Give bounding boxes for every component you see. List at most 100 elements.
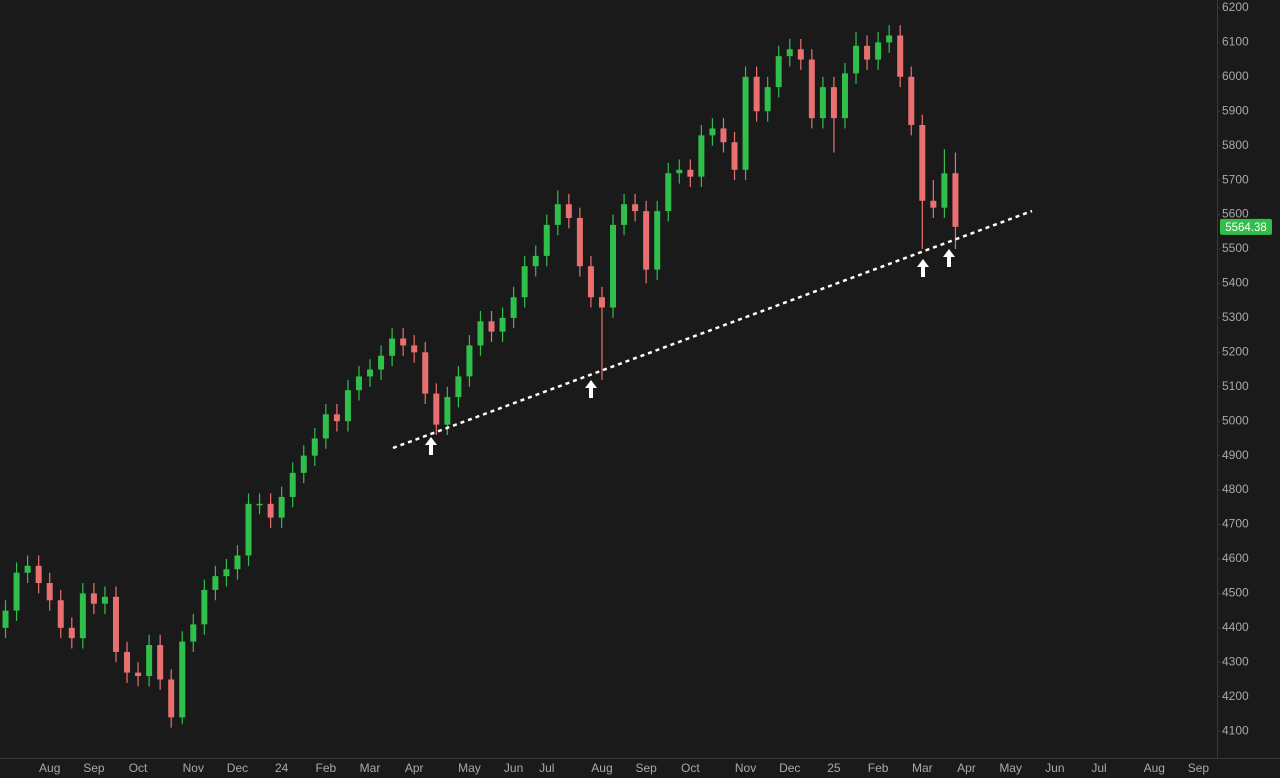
y-tick-label: 5200 [1222, 344, 1249, 358]
candle-body [389, 338, 396, 356]
arrows [425, 249, 955, 455]
candle-body [897, 35, 904, 77]
candle-body [378, 355, 385, 370]
candle-body [46, 583, 53, 601]
candle-body [709, 128, 716, 136]
candle-body [278, 496, 285, 518]
candle-body [212, 576, 219, 590]
candle-body [632, 204, 639, 212]
arrow [585, 380, 597, 398]
candle-body [411, 345, 418, 353]
candle-body [643, 211, 650, 270]
candle-body [941, 173, 948, 208]
candle-body [576, 217, 583, 267]
candle-body [731, 142, 738, 170]
y-tick-label: 6000 [1222, 69, 1249, 83]
candle-body [565, 204, 572, 218]
candle-body [223, 569, 230, 577]
candle-body [908, 76, 915, 126]
arrow [943, 249, 955, 267]
candle-body [753, 76, 760, 112]
y-tick-label: 4300 [1222, 654, 1249, 668]
x-tick-label: Jun [504, 761, 523, 775]
candle-body [654, 211, 661, 270]
candle-body [952, 173, 959, 227]
x-tick-label: Apr [405, 761, 424, 775]
candle-body [720, 128, 727, 143]
candles [2, 25, 959, 728]
candle-body [79, 593, 86, 639]
candle-body [311, 438, 318, 456]
arrow [425, 437, 437, 455]
y-tick-label: 6100 [1222, 35, 1249, 49]
x-tick-label: Dec [227, 761, 248, 775]
candle-body [168, 679, 175, 718]
y-tick-label: 4400 [1222, 620, 1249, 634]
candle-body [2, 610, 9, 628]
candle-body [267, 503, 274, 518]
candle-body [687, 169, 694, 177]
candle-body [742, 76, 749, 170]
candle-body [245, 503, 252, 556]
price-label: 5564.38 [1225, 222, 1267, 234]
candle-body [444, 397, 451, 425]
candle-body [621, 204, 628, 225]
y-tick-label: 5300 [1222, 310, 1249, 324]
candle-body [554, 204, 561, 225]
candle-body [289, 472, 296, 497]
candle-body [101, 596, 108, 604]
candle-body [157, 645, 164, 680]
x-tick-label: Oct [129, 761, 148, 775]
y-tick-label: 4700 [1222, 517, 1249, 531]
y-tick-label: 4200 [1222, 689, 1249, 703]
y-tick-label: 4100 [1222, 723, 1249, 737]
candle-body [841, 73, 848, 119]
x-tick-label: Sep [83, 761, 105, 775]
x-tick-label: Jul [539, 761, 554, 775]
candle-body [400, 338, 407, 346]
y-tick-label: 4900 [1222, 448, 1249, 462]
candle-body [300, 455, 307, 473]
candle-body [367, 369, 374, 377]
x-tick-label: Feb [315, 761, 336, 775]
candle-body [112, 596, 119, 652]
trendline [392, 209, 1033, 450]
x-tick-label: Apr [957, 761, 976, 775]
y-tick-label: 5900 [1222, 103, 1249, 117]
y-tick-label: 5000 [1222, 413, 1249, 427]
candle-body [322, 414, 329, 439]
x-tick-label: Mar [360, 761, 381, 775]
candle-body [90, 593, 97, 604]
candle-body [930, 200, 937, 208]
x-tick-label: Sep [1188, 761, 1210, 775]
candle-body [57, 600, 64, 628]
candle-body [521, 266, 528, 298]
candle-body [135, 672, 142, 677]
candle-body [344, 390, 351, 422]
y-tick-label: 6200 [1222, 0, 1249, 14]
candle-body [764, 87, 771, 112]
candle-body [455, 376, 462, 398]
candle-body [830, 87, 837, 119]
candle-body [13, 572, 20, 611]
y-tick-label: 5700 [1222, 172, 1249, 186]
x-tick-label: Jul [1091, 761, 1106, 775]
candle-body [146, 645, 153, 677]
y-tick-label: 4800 [1222, 482, 1249, 496]
candle-body [499, 317, 506, 332]
x-tick-label: Nov [735, 761, 756, 775]
y-tick-label: 4500 [1222, 586, 1249, 600]
candle-body [587, 266, 594, 298]
candle-body [179, 641, 186, 718]
x-tick-label: Feb [868, 761, 889, 775]
candle-body [919, 125, 926, 201]
y-tick-label: 5400 [1222, 276, 1249, 290]
candle-body [698, 135, 705, 177]
y-tick-label: 5500 [1222, 241, 1249, 255]
candle-body [543, 224, 550, 256]
candle-body [190, 624, 197, 642]
x-tick-label: Jun [1045, 761, 1064, 775]
price-label-box [1220, 218, 1272, 235]
candle-body [488, 321, 495, 332]
